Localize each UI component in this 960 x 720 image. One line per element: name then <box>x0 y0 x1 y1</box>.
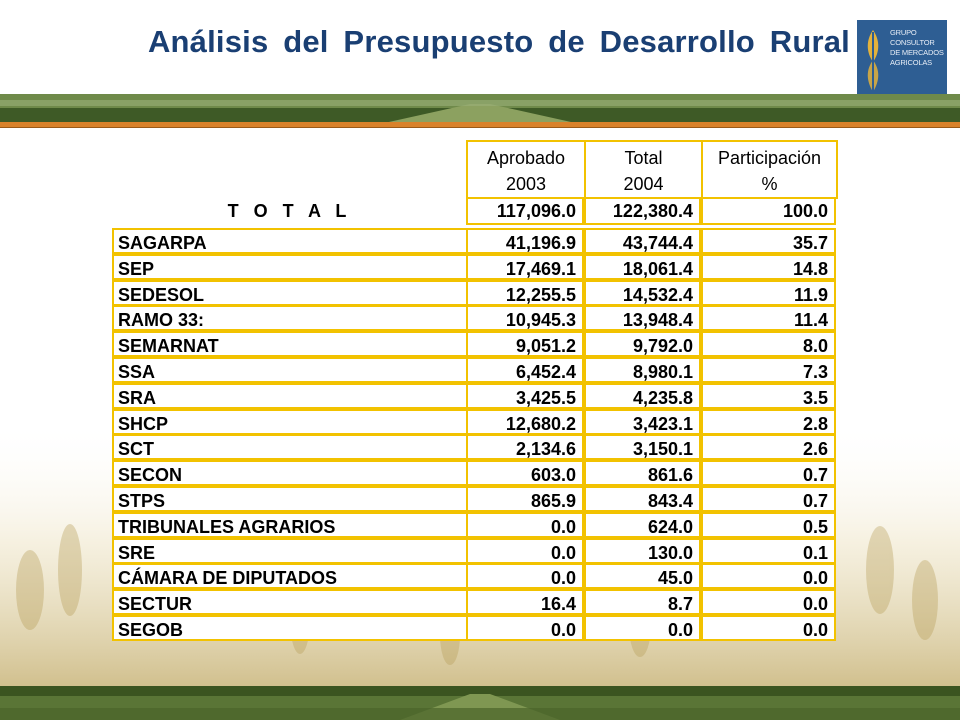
row-label: SEDESOL <box>112 279 468 306</box>
row-total: 843.4 <box>584 486 701 512</box>
row-participacion: 14.8 <box>701 253 836 280</box>
divider-rule <box>0 122 960 128</box>
row-participacion: 11.9 <box>701 279 836 306</box>
table-row: SAGARPA 41,196.9 43,744.4 35.7 <box>0 228 960 254</box>
row-label: RAMO 33: <box>112 305 468 332</box>
row-participacion: 0.5 <box>701 511 836 538</box>
row-label: SEMARNAT <box>112 331 468 358</box>
wheat-logo-icon <box>867 30 879 94</box>
header-total: Total 2004 <box>584 140 703 199</box>
row-participacion: 2.6 <box>701 434 836 461</box>
company-logo: GRUPO CONSULTOR DE MERCADOS AGRICOLAS <box>857 20 947 102</box>
row-aprobado: 41,196.9 <box>466 228 584 254</box>
row-participacion: 35.7 <box>701 228 836 254</box>
row-aprobado: 12,680.2 <box>466 408 584 435</box>
table-row: STPS 865.9 843.4 0.7 <box>0 486 960 512</box>
row-aprobado: 0.0 <box>466 615 584 641</box>
row-participacion: 7.3 <box>701 357 836 383</box>
row-participacion: 2.8 <box>701 408 836 435</box>
total-row: T O T A L 117,096.0 122,380.4 100.0 <box>0 197 960 225</box>
table-row: CÁMARA DE DIPUTADOS 0.0 45.0 0.0 <box>0 563 960 590</box>
row-total: 45.0 <box>584 563 701 590</box>
table-row: SECTUR 16.4 8.7 0.0 <box>0 589 960 616</box>
row-aprobado: 0.0 <box>466 511 584 538</box>
row-aprobado: 10,945.3 <box>466 305 584 332</box>
row-aprobado: 9,051.2 <box>466 331 584 358</box>
row-label: SHCP <box>112 408 468 435</box>
row-total: 3,150.1 <box>584 434 701 461</box>
row-total: 18,061.4 <box>584 253 701 280</box>
row-aprobado: 16.4 <box>466 589 584 616</box>
row-participacion: 0.0 <box>701 615 836 641</box>
row-participacion: 0.1 <box>701 537 836 564</box>
row-label: STPS <box>112 486 468 512</box>
row-participacion: 0.7 <box>701 460 836 487</box>
row-aprobado: 0.0 <box>466 563 584 590</box>
logo-text: GRUPO CONSULTOR DE MERCADOS AGRICOLAS <box>890 28 944 67</box>
row-total: 13,948.4 <box>584 305 701 332</box>
header-aprobado: Aprobado 2003 <box>466 140 586 199</box>
row-aprobado: 12,255.5 <box>466 279 584 306</box>
table-row: SRA 3,425.5 4,235.8 3.5 <box>0 382 960 409</box>
row-participacion: 11.4 <box>701 305 836 332</box>
row-participacion: 0.0 <box>701 563 836 590</box>
row-total: 4,235.8 <box>584 382 701 409</box>
row-total: 8,980.1 <box>584 357 701 383</box>
total-total: 122,380.4 <box>584 197 701 225</box>
row-total: 14,532.4 <box>584 279 701 306</box>
row-label: SAGARPA <box>112 228 468 254</box>
table-row: SHCP 12,680.2 3,423.1 2.8 <box>0 408 960 435</box>
row-total: 0.0 <box>584 615 701 641</box>
row-aprobado: 2,134.6 <box>466 434 584 461</box>
row-aprobado: 3,425.5 <box>466 382 584 409</box>
row-label: SRA <box>112 382 468 409</box>
row-total: 8.7 <box>584 589 701 616</box>
table-row: SCT 2,134.6 3,150.1 2.6 <box>0 434 960 461</box>
row-label: SEGOB <box>112 615 468 641</box>
page-title: Análisis del Presupuesto de Desarrollo R… <box>147 24 850 59</box>
field-banner-bottom <box>0 686 960 720</box>
row-participacion: 8.0 <box>701 331 836 358</box>
row-label: TRIBUNALES AGRARIOS <box>112 511 468 538</box>
row-participacion: 0.7 <box>701 486 836 512</box>
total-label: T O T A L <box>227 201 352 221</box>
table-row: SRE 0.0 130.0 0.1 <box>0 537 960 564</box>
row-label: SCT <box>112 434 468 461</box>
row-label: CÁMARA DE DIPUTADOS <box>112 563 468 590</box>
row-total: 43,744.4 <box>584 228 701 254</box>
row-aprobado: 6,452.4 <box>466 357 584 383</box>
table-row: SEP 17,469.1 18,061.4 14.8 <box>0 253 960 280</box>
header-participacion: Participación % <box>701 140 838 199</box>
table-row: TRIBUNALES AGRARIOS 0.0 624.0 0.5 <box>0 511 960 538</box>
row-participacion: 3.5 <box>701 382 836 409</box>
row-total: 130.0 <box>584 537 701 564</box>
row-label: SSA <box>112 357 468 383</box>
table-row: SSA 6,452.4 8,980.1 7.3 <box>0 357 960 383</box>
total-participacion: 100.0 <box>701 197 836 225</box>
row-label: SECON <box>112 460 468 487</box>
row-total: 9,792.0 <box>584 331 701 358</box>
table-row: RAMO 33: 10,945.3 13,948.4 11.4 <box>0 305 960 332</box>
row-aprobado: 865.9 <box>466 486 584 512</box>
row-total: 624.0 <box>584 511 701 538</box>
table-row: SEMARNAT 9,051.2 9,792.0 8.0 <box>0 331 960 358</box>
row-aprobado: 603.0 <box>466 460 584 487</box>
table-row: SECON 603.0 861.6 0.7 <box>0 460 960 487</box>
row-total: 861.6 <box>584 460 701 487</box>
row-participacion: 0.0 <box>701 589 836 616</box>
table-row: SEGOB 0.0 0.0 0.0 <box>0 615 960 641</box>
row-total: 3,423.1 <box>584 408 701 435</box>
field-banner-top <box>0 94 960 124</box>
row-label: SEP <box>112 253 468 280</box>
table-row: SEDESOL 12,255.5 14,532.4 11.9 <box>0 279 960 306</box>
row-aprobado: 0.0 <box>466 537 584 564</box>
row-label: SRE <box>112 537 468 564</box>
total-aprobado: 117,096.0 <box>466 197 584 225</box>
row-label: SECTUR <box>112 589 468 616</box>
row-aprobado: 17,469.1 <box>466 253 584 280</box>
